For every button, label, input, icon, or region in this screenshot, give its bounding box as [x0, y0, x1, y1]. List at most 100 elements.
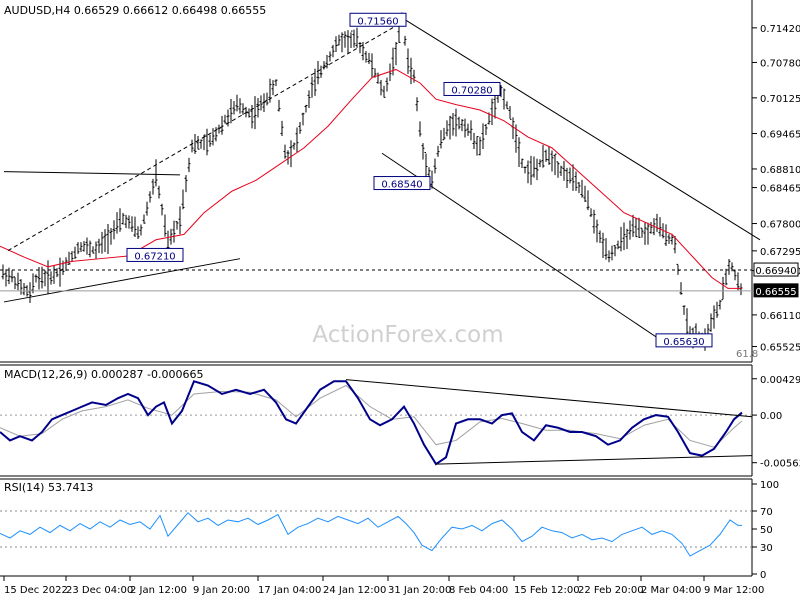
ohlc-bar: [544, 149, 548, 162]
ohlc-bar: [718, 299, 722, 310]
ohlc-bar: [145, 201, 149, 216]
ohlc-bar: [577, 182, 581, 194]
ohlc-bar: [574, 171, 578, 191]
ohlc-bar: [634, 217, 638, 238]
ohlc-bar: [247, 108, 251, 118]
ohlc-bar: [472, 132, 476, 150]
ohlc-bar: [142, 214, 146, 224]
ohlc-bar: [439, 130, 443, 149]
ohlc-bar: [193, 133, 197, 155]
ohlc-bar: [31, 273, 35, 294]
ohlc-bar: [733, 269, 737, 281]
ohlc-bar: [469, 120, 473, 141]
ohlc-bar: [136, 226, 140, 240]
price-marker: 0.66555: [753, 283, 799, 298]
rsi-axis-label: 50: [760, 525, 773, 536]
ohlc-bar: [622, 222, 626, 251]
ohlc-bar: [649, 222, 653, 234]
ohlc-bar: [178, 206, 182, 235]
ohlc-bar: [271, 80, 275, 96]
ohlc-bar: [736, 272, 740, 291]
ohlc-bar: [466, 123, 470, 136]
ohlc-bar: [364, 51, 368, 63]
ohlc-bar: [205, 128, 209, 156]
price-point-label: 0.65630: [655, 333, 713, 348]
ohlc-bar: [409, 57, 413, 85]
ohlc-bar: [175, 221, 179, 230]
ohlc-bar: [274, 79, 278, 87]
ohlc-bar: [241, 103, 245, 116]
ohlc-bar: [235, 94, 239, 112]
ohlc-bar: [313, 68, 317, 96]
rsi-line: [0, 512, 742, 557]
ohlc-bar: [130, 216, 134, 232]
ohlc-bar: [598, 230, 602, 244]
ohlc-bar: [592, 209, 596, 234]
ohlc-bar: [37, 266, 41, 290]
ohlc-bar: [73, 246, 77, 259]
ohlc-bar: [151, 178, 155, 195]
ohlc-bar: [628, 220, 632, 240]
ohlc-bar: [451, 113, 455, 136]
ohlc-bar: [346, 30, 350, 54]
ohlc-bar: [97, 238, 101, 254]
ohlc-bar: [430, 170, 434, 189]
rsi-panel: 100 70 50 30 0 RSI(14) 53.7413: [0, 478, 779, 581]
ohlc-bar: [46, 260, 50, 295]
ohlc-bar: [682, 305, 686, 315]
trendline: [7, 23, 401, 252]
ohlc-bar: [583, 185, 587, 202]
ohlc-bar: [385, 77, 389, 92]
ohlc-bar: [259, 95, 263, 111]
ohlc-bar: [595, 219, 599, 243]
ohlc-bar: [517, 137, 521, 167]
ohlc-bar: [727, 258, 731, 275]
ohlc-bar: [223, 114, 227, 124]
trendline: [405, 19, 761, 241]
ohlc-bar: [181, 189, 185, 210]
x-axis-label: 17 Jan 04:00: [258, 585, 321, 596]
ohlc-bar: [643, 222, 647, 245]
ohlc-bar: [562, 160, 566, 181]
ohlc-bar: [589, 208, 593, 217]
ohlc-bar: [94, 241, 98, 260]
ohlc-bar: [448, 115, 452, 140]
macd-line: [0, 380, 743, 466]
ohlc-bar: [229, 98, 233, 124]
ohlc-bar: [415, 97, 419, 112]
ohlc-bar: [667, 234, 671, 244]
ohlc-bar: [253, 96, 257, 130]
ohlc-bar: [316, 61, 320, 85]
ohlc-bar: [640, 227, 644, 238]
ohlc-bar: [211, 128, 215, 146]
ohlc-bar: [103, 229, 107, 253]
ohlc-bar: [208, 134, 212, 147]
macd-panel: 0.004299 0.00 -0.005636 MACD(12,26,9) 0.00…: [0, 364, 800, 477]
ohlc-bar: [304, 104, 308, 113]
ohlc-bar: [232, 101, 236, 115]
ohlc-bar: [301, 112, 305, 126]
ohlc-bar: [382, 85, 386, 98]
ohlc-bar: [412, 69, 416, 83]
price-point-label: 0.71560: [349, 12, 407, 27]
price-axis-label: 0.67800: [760, 220, 800, 231]
ohlc-bar: [277, 99, 281, 112]
price-axis-label: 0.70780: [760, 58, 800, 69]
ohlc-bar: [163, 214, 167, 237]
ohlc-bar: [586, 190, 590, 211]
trendline: [3, 171, 181, 176]
price-point-label: 0.67210: [126, 247, 184, 262]
ohlc-bar: [334, 36, 338, 52]
macd-trendline: [435, 455, 753, 465]
price-point-text: 0.68540: [381, 180, 422, 191]
x-axis-label: 2 Jan 12:00: [130, 585, 187, 596]
price-point-box: [349, 12, 407, 27]
ohlc-bar: [370, 53, 374, 79]
ohlc-bar: [196, 135, 200, 150]
chart-symbol-label: AUDUSD,H4 0.66529 0.66612 0.66498 0.6655…: [4, 4, 266, 17]
price-axis-label: 0.68810: [760, 165, 800, 176]
ohlc-bar: [460, 119, 464, 132]
ohlc-bar: [100, 231, 104, 254]
